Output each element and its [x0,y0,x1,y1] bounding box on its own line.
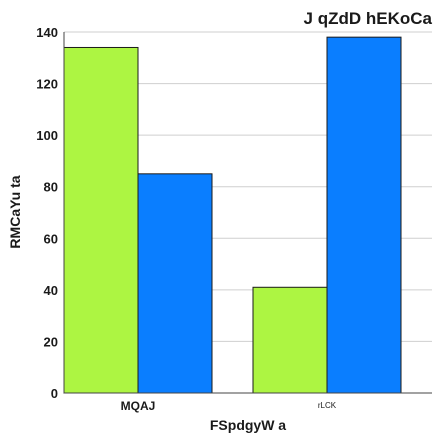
x-tick-label: MQAJ [121,399,156,413]
y-tick-labels: 0 20 40 60 80 100 120 140 [36,25,58,401]
y-tick-label: 0 [51,386,58,401]
y-tick-label: 100 [36,128,58,143]
bars [63,36,402,394]
bar-MQAJ-series-1 [63,46,139,394]
axes [63,32,432,394]
x-tick-label: rLCK [318,401,337,410]
x-axis-title: FSpdgyW a [210,417,286,433]
y-tick-label: 60 [44,231,58,246]
x-tick-labels: MQAJ rLCK [121,399,337,413]
y-tick-label: 80 [44,180,58,195]
bar-rLCK-series-2 [326,36,402,394]
bar-MQAJ-series-2 [137,173,213,394]
y-axis-title: RMCaYu ta [7,175,23,248]
y-tick-label: 120 [36,77,58,92]
y-tick-label: 20 [44,334,58,349]
y-tick-label: 40 [44,283,58,298]
y-tick-label: 140 [36,25,58,40]
bar-rLCK-series-1 [252,286,328,394]
chart-title: J qZdD hEKoCa [304,9,433,28]
